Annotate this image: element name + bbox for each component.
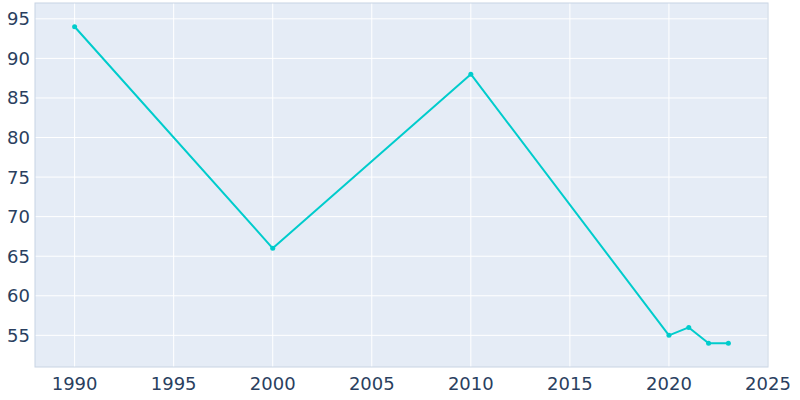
y-grid-line xyxy=(35,137,768,138)
x-grid-line xyxy=(173,3,174,367)
x-grid-line xyxy=(470,3,471,367)
x-tick-label: 1995 xyxy=(151,373,197,394)
y-tick-label: 75 xyxy=(7,167,30,188)
data-line xyxy=(75,27,729,344)
x-tick-label: 2000 xyxy=(250,373,296,394)
y-grid-line xyxy=(35,177,768,178)
y-tick-label: 70 xyxy=(7,206,30,227)
y-grid-line xyxy=(35,256,768,257)
data-point xyxy=(706,341,711,346)
y-grid-line xyxy=(35,295,768,296)
data-point xyxy=(726,341,731,346)
plot-frame xyxy=(35,3,768,367)
x-grid-line xyxy=(74,3,75,367)
x-tick-label: 2020 xyxy=(646,373,692,394)
y-grid-line xyxy=(35,97,768,98)
x-grid-line xyxy=(371,3,372,367)
y-tick-label: 80 xyxy=(7,127,30,148)
chart-container: 1990 1995 2000 2005 2010 2015 2020 2025 55 60 65 70… xyxy=(0,0,800,400)
chart-svg: 1990 1995 2000 2005 2010 2015 2020 2025 55 60 65 70… xyxy=(0,0,800,400)
x-grid-line xyxy=(569,3,570,367)
x-tick-label: 1990 xyxy=(52,373,98,394)
y-tick-label: 90 xyxy=(7,48,30,69)
y-tick-label: 55 xyxy=(7,325,30,346)
y-tick-label: 85 xyxy=(7,87,30,108)
data-point xyxy=(72,24,77,29)
plot-background xyxy=(35,3,768,367)
x-tick-label: 2015 xyxy=(547,373,593,394)
y-tick-label: 65 xyxy=(7,246,30,267)
data-point xyxy=(468,72,473,77)
x-tick-label: 2025 xyxy=(745,373,791,394)
x-grid-line xyxy=(668,3,669,367)
y-tick-label: 95 xyxy=(7,8,30,29)
y-grid-line xyxy=(35,18,768,19)
data-layer xyxy=(72,24,731,346)
data-point xyxy=(686,325,691,330)
x-grid-line xyxy=(272,3,273,367)
tick-labels: 1990 1995 2000 2005 2010 2015 2020 2025 55 60 65 70… xyxy=(7,8,791,394)
grid xyxy=(35,3,768,367)
x-tick-label: 2010 xyxy=(448,373,494,394)
y-grid-line xyxy=(35,58,768,59)
y-grid-line xyxy=(35,335,768,336)
y-grid-line xyxy=(35,216,768,217)
data-point xyxy=(270,246,275,251)
y-tick-label: 60 xyxy=(7,285,30,306)
x-tick-label: 2005 xyxy=(349,373,395,394)
data-point xyxy=(666,333,671,338)
